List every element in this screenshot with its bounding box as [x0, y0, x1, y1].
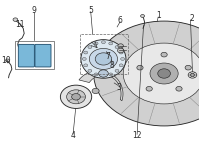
Text: 11: 11 [16, 20, 25, 29]
Circle shape [60, 85, 92, 108]
Circle shape [67, 90, 85, 104]
Circle shape [150, 63, 178, 84]
Circle shape [119, 51, 123, 54]
Circle shape [109, 42, 113, 45]
Text: 2: 2 [189, 14, 194, 23]
Text: 6: 6 [118, 16, 123, 25]
Circle shape [191, 74, 194, 76]
Circle shape [88, 69, 92, 72]
Circle shape [185, 65, 191, 70]
Circle shape [146, 86, 152, 91]
Circle shape [176, 86, 182, 91]
Circle shape [118, 48, 124, 53]
Circle shape [137, 65, 143, 70]
FancyBboxPatch shape [35, 44, 51, 67]
Text: 5: 5 [88, 6, 93, 15]
Text: 7: 7 [105, 52, 110, 61]
Circle shape [101, 74, 105, 77]
Circle shape [123, 43, 200, 104]
Text: 4: 4 [71, 131, 76, 140]
Bar [15, 41, 54, 69]
Circle shape [99, 70, 108, 77]
Text: 10: 10 [1, 56, 11, 65]
Circle shape [6, 59, 10, 62]
Circle shape [188, 72, 197, 78]
Circle shape [82, 57, 86, 60]
Circle shape [13, 18, 18, 21]
Circle shape [94, 21, 200, 126]
Text: 12: 12 [132, 131, 141, 140]
Circle shape [119, 64, 123, 67]
Circle shape [88, 46, 92, 49]
Circle shape [115, 69, 119, 72]
Circle shape [121, 57, 125, 60]
Polygon shape [79, 71, 123, 101]
Circle shape [118, 44, 123, 48]
Text: 8: 8 [110, 61, 115, 70]
Text: 3: 3 [117, 83, 122, 92]
Circle shape [92, 88, 99, 94]
Circle shape [141, 15, 145, 17]
Circle shape [94, 73, 98, 76]
Ellipse shape [81, 40, 126, 78]
Circle shape [115, 46, 119, 49]
Circle shape [109, 73, 113, 76]
Circle shape [158, 69, 170, 78]
Circle shape [84, 51, 88, 54]
Circle shape [72, 93, 80, 100]
Circle shape [89, 49, 118, 69]
Circle shape [84, 64, 88, 67]
Circle shape [94, 42, 98, 45]
Circle shape [95, 53, 112, 65]
Circle shape [161, 52, 167, 57]
Text: 1: 1 [156, 11, 161, 20]
Circle shape [101, 41, 105, 44]
Bar [80, 34, 128, 74]
Text: 9: 9 [32, 6, 36, 15]
FancyBboxPatch shape [18, 44, 34, 67]
